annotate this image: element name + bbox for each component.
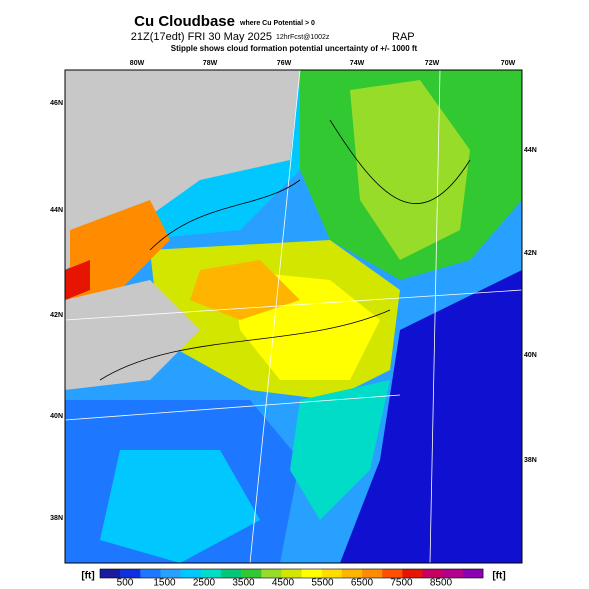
colorbar-swatch xyxy=(321,569,343,578)
lat-label: 38N xyxy=(50,515,63,522)
colorbar-swatch xyxy=(120,569,141,578)
colorbar-unit: [ft] xyxy=(492,571,505,582)
colorbar-unit: [ft] xyxy=(81,571,94,582)
colorbar-tick-label: 4500 xyxy=(272,578,295,589)
lat-label: 42N xyxy=(524,250,537,257)
colorbar-swatch xyxy=(100,569,121,578)
lon-label: 76W xyxy=(277,60,292,67)
colorbar-swatch xyxy=(362,569,383,578)
lon-label: 78W xyxy=(203,60,218,67)
colorbar-swatch xyxy=(422,569,443,578)
colorbar-swatch xyxy=(402,569,423,578)
colorbar-swatch xyxy=(281,569,302,578)
colorbar-tick-label: 2500 xyxy=(193,578,216,589)
colorbar-swatch xyxy=(140,569,161,578)
colorbar-swatch xyxy=(241,569,262,578)
map xyxy=(64,69,523,564)
lat-label: 38N xyxy=(524,457,537,464)
lat-label: 46N xyxy=(50,100,63,107)
colorbar-tick-label: 3500 xyxy=(232,578,255,589)
lat-label: 44N xyxy=(524,147,537,154)
lon-label: 74W xyxy=(350,60,365,67)
colorbar-tick-label: 8500 xyxy=(430,578,453,589)
lat-label: 42N xyxy=(50,312,63,319)
model: RAP xyxy=(392,31,415,43)
lon-label: 72W xyxy=(425,60,440,67)
lon-label: 70W xyxy=(501,60,516,67)
colorbar-swatch xyxy=(160,569,181,578)
lat-label: 40N xyxy=(50,413,63,420)
colorbar-tick-label: 7500 xyxy=(390,578,413,589)
colorbar-swatch xyxy=(462,569,484,578)
subtitle: Stipple shows cloud formation potential … xyxy=(171,44,418,53)
lat-label: 40N xyxy=(524,352,537,359)
colorbar-tick-label: 5500 xyxy=(311,578,334,589)
colorbar-swatch xyxy=(200,569,222,578)
colorbar-tick-label: 6500 xyxy=(351,578,374,589)
lat-label: 44N xyxy=(50,207,63,214)
colorbar-swatch xyxy=(442,569,464,578)
forecast: 12hrFcst@1002z xyxy=(276,34,330,41)
colorbar-swatch xyxy=(261,569,282,578)
valid-time: 21Z(17edt) FRI 30 May 2025 xyxy=(131,31,272,43)
lon-label: 80W xyxy=(130,60,145,67)
title-note: where Cu Potential > 0 xyxy=(239,20,315,27)
colorbar-swatch xyxy=(301,569,323,578)
colorbar-swatch xyxy=(382,569,403,578)
colorbar-swatch xyxy=(180,569,202,578)
title: Cu Cloudbase xyxy=(134,13,235,30)
colorbar-frame xyxy=(99,568,484,579)
colorbar-swatch xyxy=(220,569,242,578)
colorbar-tick-label: 1500 xyxy=(153,578,176,589)
colorbar-tick-label: 500 xyxy=(117,578,134,589)
colorbar-swatch xyxy=(341,569,363,578)
